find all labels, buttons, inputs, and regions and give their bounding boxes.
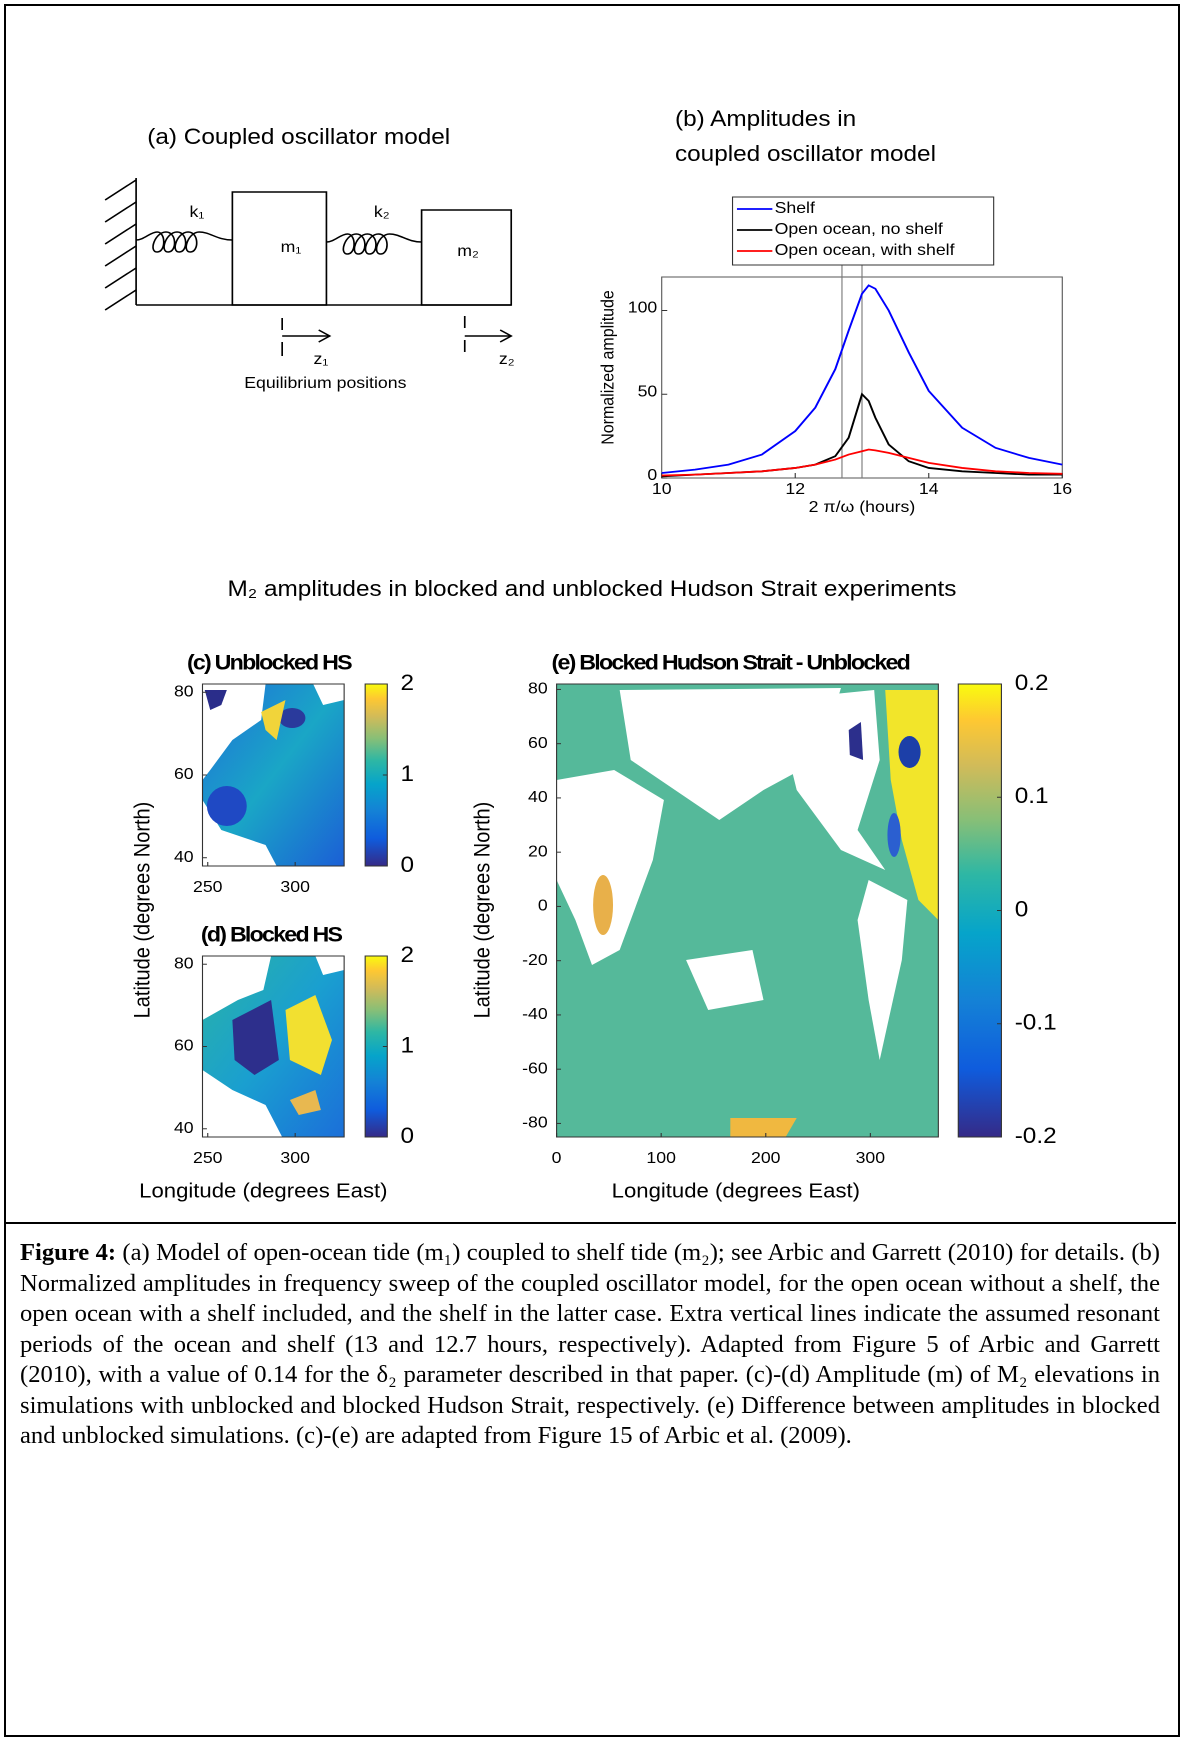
k1-label: k₁: [190, 203, 205, 221]
k2-label: k₂: [374, 203, 390, 221]
y-tick-label: 40: [174, 1119, 194, 1137]
y-tick-label: 40: [528, 788, 548, 806]
m2-label: m₂: [457, 242, 479, 260]
line-series: [661, 448, 1063, 477]
x-tick-label: 12: [785, 480, 805, 498]
map-frame: [556, 683, 939, 1138]
x-tick-label: 300: [280, 878, 310, 896]
x-tick-label: 16: [1052, 480, 1072, 498]
x-tick-label: 14: [919, 480, 939, 498]
legend-label: Open ocean, with shelf: [775, 241, 955, 259]
x-tick-label: 0: [552, 1149, 562, 1167]
colorbar-tick-label: 2: [401, 670, 415, 695]
x-tick-label: 200: [751, 1149, 781, 1167]
x-tick-label: 100: [646, 1149, 676, 1167]
y-tick-label: -60: [522, 1059, 548, 1077]
map-e-title: (e) Blocked Hudson Strait - Unblocked: [552, 651, 911, 675]
colorbar-tick-label: -0.1: [1015, 1010, 1057, 1035]
x-tick-label: 250: [193, 1149, 223, 1167]
y-tick-label: 60: [174, 765, 194, 783]
map-d-image: [202, 956, 345, 1137]
colorbar-tick-label: 0: [1015, 896, 1029, 921]
y-tick-label: 100: [628, 298, 658, 316]
colorbar-tick-label: 0: [401, 1123, 415, 1148]
y-axis-label: Latitude (degrees North): [131, 802, 155, 1019]
y-tick-label: -80: [522, 1113, 548, 1131]
figure-caption: Figure 4: (a) Model of open-ocean tide (…: [4, 1222, 1176, 1452]
y-tick-label: 60: [528, 734, 548, 752]
panel-b-title: coupled oscillator model: [675, 141, 936, 166]
colorbar-tick-label: 1: [401, 1032, 415, 1057]
x-tick-label: 250: [193, 878, 223, 896]
panel-b-plot: 10 12 14 16 0 50 100 2 π/ω (hours) Normalized am…: [598, 196, 1072, 516]
legend-label: Shelf: [775, 199, 816, 217]
x-axis-label: Longitude (degrees East): [139, 1180, 387, 1202]
y-tick-label: 50: [638, 382, 658, 400]
x-tick-label: 10: [652, 480, 672, 498]
figure-frame: [4, 4, 1180, 1737]
map-d-title: (d) Blocked HS: [201, 923, 342, 947]
caption-text: (a) Model of open-ocean tide (m₁) couple…: [20, 1239, 1160, 1449]
y-tick-label: 80: [174, 954, 194, 972]
z1-label: z₁: [313, 350, 328, 368]
y-tick-label: 60: [174, 1036, 194, 1054]
line-series: [661, 284, 1063, 474]
y-axis-label: Normalized amplitude: [598, 290, 618, 445]
colorbar-tick-label: 0.2: [1015, 670, 1049, 695]
x-tick-label: 300: [280, 1149, 310, 1167]
y-tick-label: 20: [528, 842, 548, 860]
y-tick-label: 80: [528, 679, 548, 697]
colorbar-tick-label: 2: [401, 942, 415, 967]
caption-label: Figure 4:: [20, 1239, 117, 1266]
legend-label: Open ocean, no shelf: [775, 220, 944, 238]
panel-a-title: (a) Coupled oscillator model: [147, 124, 450, 149]
section-heading: M₂ amplitudes in blocked and unblocked H…: [228, 576, 957, 601]
equilibrium-label: Equilibrium positions: [244, 374, 406, 392]
y-tick-label: -40: [522, 1005, 548, 1023]
panel-b-title: (b) Amplitudes in: [675, 106, 856, 131]
y-tick-label: 80: [174, 682, 194, 700]
y-axis-label: Latitude (degrees North): [471, 802, 495, 1019]
z2-label: z₂: [499, 350, 515, 368]
m1-label: m₁: [281, 238, 302, 256]
map-e-image: [556, 684, 939, 1137]
colorbar-tick-label: 0: [401, 852, 415, 877]
map-c-image: [202, 684, 345, 866]
map-c-title: (c) Unblocked HS: [187, 651, 352, 675]
legend-box: [731, 196, 995, 266]
figure: (a) Coupled oscillator model k₁ k₂ m₁ m₂…: [104, 106, 1072, 1202]
y-tick-label: -20: [522, 951, 548, 969]
x-axis-label: Longitude (degrees East): [612, 1180, 860, 1202]
colorbar-tick-label: 0.1: [1015, 783, 1049, 808]
oscillator-diagram: [104, 178, 513, 356]
y-tick-label: 0: [538, 896, 548, 914]
colorbar-tick-label: 1: [401, 761, 415, 786]
y-tick-label: 40: [174, 848, 194, 866]
colorbar-tick-label: -0.2: [1015, 1123, 1057, 1148]
y-tick-label: 0: [647, 466, 657, 484]
colorbar: [957, 683, 1002, 1138]
x-tick-label: 300: [856, 1149, 886, 1167]
x-axis-label: 2 π/ω (hours): [809, 498, 916, 516]
